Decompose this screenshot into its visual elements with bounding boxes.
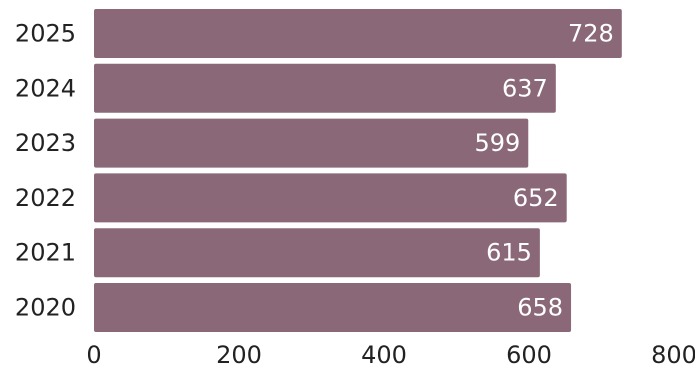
- bar-2022: [94, 173, 567, 223]
- category-label-2021: 2021: [15, 239, 76, 267]
- value-labels: 728 637 599 652 615 658: [474, 20, 613, 322]
- value-label-2021: 615: [486, 239, 532, 267]
- value-label-2024: 637: [502, 74, 548, 102]
- value-label-2023: 599: [474, 129, 520, 157]
- bar-2025: [94, 9, 622, 58]
- category-label-2025: 2025: [15, 20, 76, 48]
- bars-group: [94, 9, 622, 332]
- value-label-2022: 652: [513, 184, 559, 212]
- category-label-2020: 2020: [15, 294, 76, 322]
- category-label-2024: 2024: [15, 74, 76, 102]
- x-tick-label-200: 200: [216, 341, 262, 367]
- value-label-2020: 658: [517, 294, 563, 322]
- bar-2024: [94, 63, 556, 113]
- bar-2021: [94, 228, 540, 278]
- value-label-2025: 728: [568, 20, 614, 48]
- bar-2020: [94, 283, 572, 332]
- category-labels: 2025 2024 2023 2022 2021 2020: [15, 20, 76, 322]
- x-tick-label-400: 400: [361, 341, 407, 367]
- x-axis-ticks: 0 200 400 600 800: [86, 341, 695, 367]
- category-label-2022: 2022: [15, 184, 76, 212]
- x-tick-label-800: 800: [651, 341, 695, 367]
- x-tick-label-600: 600: [506, 341, 552, 367]
- category-label-2023: 2023: [15, 129, 76, 157]
- bar-2023: [94, 118, 529, 168]
- x-tick-label-0: 0: [86, 341, 101, 367]
